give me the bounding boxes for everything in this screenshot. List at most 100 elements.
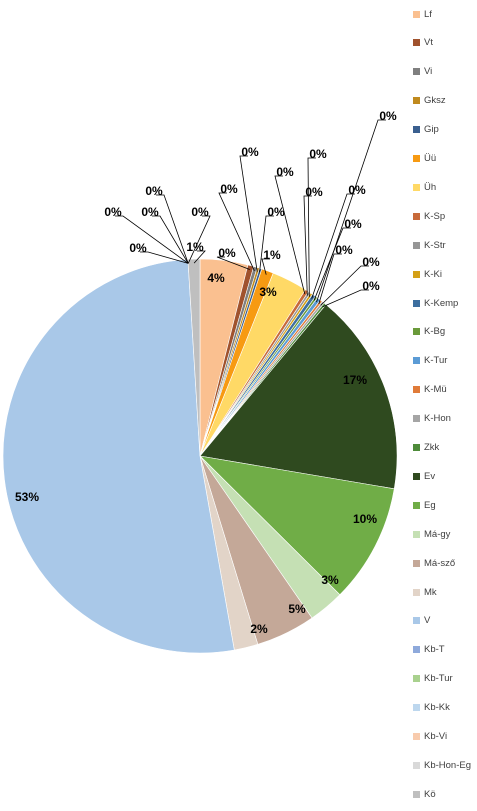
- legend-item: Vi: [413, 64, 432, 80]
- legend-swatch: [413, 328, 420, 336]
- data-label: 3%: [259, 285, 277, 299]
- legend-label: K-Ki: [424, 268, 442, 280]
- legend-swatch: [413, 241, 420, 249]
- legend-item: Üü: [413, 151, 436, 167]
- legend-item: K-Hon: [413, 411, 451, 427]
- legend-swatch: [413, 183, 420, 191]
- legend-label: Üü: [424, 153, 437, 164]
- legend-item: Eg: [413, 497, 436, 513]
- data-label: 0%: [191, 205, 209, 219]
- data-label: 4%: [207, 271, 225, 285]
- data-label: 5%: [288, 602, 306, 616]
- pie-slice-ev: [199, 304, 398, 490]
- legend-swatch: [413, 212, 420, 220]
- legend-swatch: [413, 733, 420, 740]
- data-label: 0%: [241, 145, 259, 159]
- leader-line: [303, 195, 312, 296]
- legend-item: Kb-T: [413, 642, 445, 658]
- legend-label: K-Kemp: [424, 297, 459, 309]
- data-label: 0%: [218, 246, 236, 260]
- legend-swatch: [413, 761, 420, 769]
- leader-line: [156, 194, 189, 264]
- data-label: 0%: [276, 165, 294, 179]
- legend-swatch: [413, 646, 420, 654]
- data-label: 0%: [379, 109, 397, 123]
- legend-swatch: [413, 126, 420, 134]
- legend-label: Mk: [424, 586, 437, 598]
- legend-item: Gksz: [413, 93, 446, 109]
- data-label: 1%: [186, 240, 204, 254]
- leader-line: [313, 227, 351, 301]
- legend-swatch: [413, 501, 420, 509]
- leader-line: [320, 265, 369, 306]
- legend-label: Kb-Hon-Eg: [424, 759, 471, 771]
- legend-swatch: [413, 357, 420, 365]
- legend-item: Kö: [413, 786, 436, 802]
- leader-line: [318, 253, 342, 305]
- legend-swatch: [413, 10, 420, 18]
- data-label: 53%: [15, 490, 39, 504]
- data-label: 0%: [141, 205, 159, 219]
- legend-swatch: [413, 97, 420, 105]
- data-label: 0%: [129, 241, 147, 255]
- legend-item: V: [413, 613, 430, 629]
- leader-line: [316, 119, 386, 303]
- leader-line: [322, 289, 369, 308]
- legend-swatch: [413, 790, 420, 798]
- leader-line: [259, 215, 274, 273]
- legend-label: K-Tur: [424, 355, 448, 367]
- legend-label: Zkk: [424, 442, 440, 453]
- data-label: 0%: [267, 205, 285, 219]
- legend-item: K-Ki: [413, 266, 442, 282]
- data-label: 0%: [220, 182, 238, 196]
- legend-swatch: [413, 559, 420, 567]
- legend-label: K-Str: [424, 239, 446, 251]
- legend-label: K-Mü: [424, 384, 447, 396]
- legend-label: Gip: [424, 124, 439, 136]
- data-label: 0%: [335, 243, 353, 257]
- legend-label: Ev: [424, 470, 436, 482]
- legend-item: Vt: [413, 35, 433, 51]
- data-label: 2%: [250, 622, 268, 636]
- leader-line: [115, 215, 189, 264]
- legend-item: K-Kemp: [413, 295, 458, 311]
- data-label: 0%: [309, 147, 327, 161]
- leader-line: [307, 157, 316, 297]
- leader-line: [152, 215, 189, 264]
- leader-line: [274, 175, 306, 295]
- legend-item: Lf: [413, 6, 432, 22]
- leader-line: [218, 192, 255, 271]
- data-label: 17%: [343, 373, 367, 387]
- data-label: 0%: [145, 184, 163, 198]
- legend-label: Lf: [424, 8, 432, 20]
- legend-swatch: [413, 415, 420, 423]
- data-label: 0%: [348, 183, 366, 197]
- legend-swatch: [413, 444, 420, 451]
- legend-label: K-Bg: [424, 326, 446, 338]
- data-label: 0%: [305, 185, 323, 199]
- leader-line: [216, 256, 250, 270]
- legend-swatch: [413, 472, 420, 480]
- legend-label: K-Hon: [424, 413, 451, 425]
- data-label: 0%: [104, 205, 122, 219]
- data-label: 3%: [321, 573, 339, 587]
- legend-label: Kb-Vi: [424, 731, 448, 742]
- legend-label: Má-sző: [424, 557, 456, 569]
- legend-item: Má-sző: [413, 555, 455, 571]
- legend-item: K-Sp: [413, 208, 445, 224]
- legend-item: Kb-Vi: [413, 729, 447, 745]
- legend-item: Mk: [413, 584, 437, 600]
- data-label: 0%: [362, 279, 380, 293]
- legend-item: Kb-Hon-Eg: [413, 757, 471, 773]
- legend-label: K-Sp: [424, 210, 446, 222]
- legend-label: Kb-Kk: [424, 702, 450, 714]
- legend-swatch: [413, 299, 420, 307]
- legend-swatch: [413, 155, 420, 162]
- legend-label: Kb-Tur: [424, 673, 453, 685]
- legend-item: Kb-Tur: [413, 671, 453, 687]
- data-label: 10%: [353, 512, 377, 526]
- legend-label: Üh: [424, 181, 437, 193]
- legend-label: V: [424, 615, 431, 627]
- pie-slice-v: [2, 259, 235, 654]
- pie-slice-eg: [199, 455, 395, 596]
